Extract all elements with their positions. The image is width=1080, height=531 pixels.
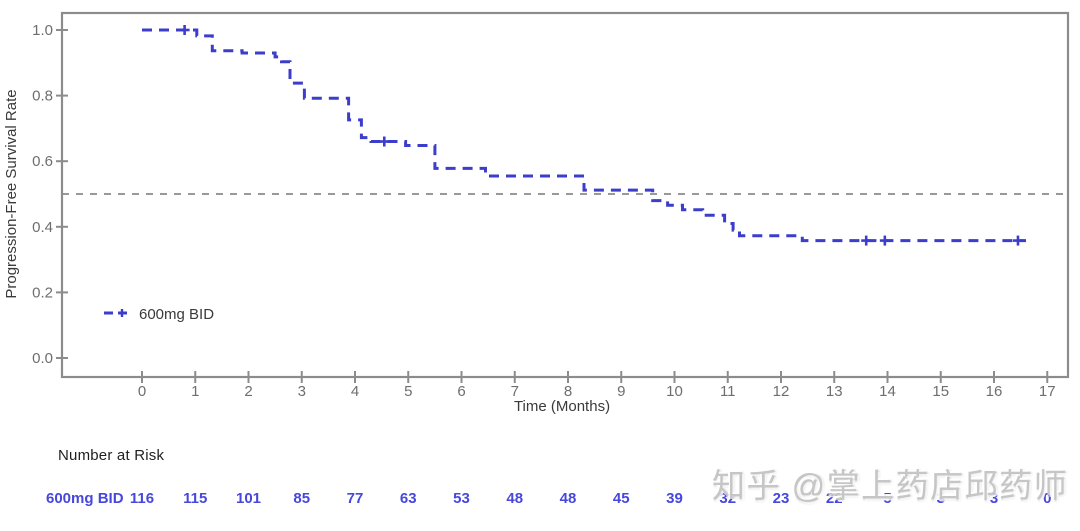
x-tick-label: 12 <box>773 383 790 400</box>
x-tick-label: 14 <box>879 383 896 400</box>
x-tick-label: 13 <box>826 383 843 400</box>
x-tick-label: 5 <box>404 383 412 400</box>
x-tick-label: 10 <box>666 383 683 400</box>
at-risk-value: 45 <box>612 490 630 507</box>
x-tick-label: 16 <box>986 383 1003 400</box>
y-tick-label: 0.4 <box>32 219 53 236</box>
y-tick-label: 0.6 <box>32 153 53 170</box>
at-risk-value: 63 <box>399 490 417 507</box>
at-risk-value: 115 <box>183 490 208 507</box>
y-tick-label: 0.0 <box>32 350 53 367</box>
legend-dashed-line-marker <box>104 309 131 317</box>
at-risk-value: 53 <box>453 490 470 507</box>
at-risk-value: 22 <box>825 490 843 507</box>
chart-generated-layer: 0 1 2 3 4 5 6 7 8 9 10 11 12 13 14 15 16 170.00.20.40.60.… <box>32 11 1070 400</box>
x-tick-label: 0 <box>138 383 146 400</box>
x-tick-label: 4 <box>351 383 359 400</box>
y-axis-title: Progression-Free Survival Rate <box>3 89 20 298</box>
x-tick-label: 9 <box>617 383 625 400</box>
x-tick-label: 8 <box>564 383 572 400</box>
number-at-risk-heading: Number at Risk <box>58 447 165 464</box>
at-risk-value: 101 <box>235 490 262 507</box>
at-risk-row-label: 600mg BID <box>46 490 124 507</box>
legend-label: 600mg BID <box>139 306 214 323</box>
at-risk-value: 48 <box>506 490 524 507</box>
legend: 600mg BID <box>104 306 214 323</box>
at-risk-value: 85 <box>293 490 311 507</box>
at-risk-value: 3 <box>989 490 999 507</box>
at-risk-value: 32 <box>719 490 737 507</box>
at-risk-value: 48 <box>559 490 577 507</box>
x-tick-label: 3 <box>298 383 306 400</box>
x-tick-label: 7 <box>511 383 519 400</box>
at-risk-value: 39 <box>666 490 683 507</box>
at-risk-value: 23 <box>772 490 790 507</box>
y-tick-label: 1.0 <box>32 22 53 39</box>
x-axis-title: Time (Months) <box>514 398 610 415</box>
x-tick-label: 6 <box>457 383 465 400</box>
y-tick-label: 0.2 <box>32 284 53 301</box>
plot-border <box>60 11 1070 379</box>
at-risk-value: 5 <box>883 490 892 507</box>
at-risk-value: 0 <box>1043 490 1052 507</box>
km-curve-600mg-bid <box>142 28 1026 243</box>
x-tick-label: 11 <box>720 383 736 400</box>
km-survival-chart: 0 1 2 3 4 5 6 7 8 9 10 11 12 13 14 15 16 170.00.20.40.60.… <box>3 11 1070 415</box>
x-tick-label: 1 <box>191 383 199 400</box>
y-tick-label: 0.8 <box>32 88 53 105</box>
watermark: 知乎 @掌上药店邱药师 <box>712 467 1069 504</box>
x-tick-label: 17 <box>1039 383 1056 400</box>
x-tick-label: 15 <box>932 383 949 400</box>
at-risk-value: 77 <box>346 490 364 507</box>
at-risk-value: 3 <box>936 490 945 507</box>
at-risk-value: 116 <box>129 490 155 507</box>
x-tick-label: 2 <box>244 383 252 400</box>
